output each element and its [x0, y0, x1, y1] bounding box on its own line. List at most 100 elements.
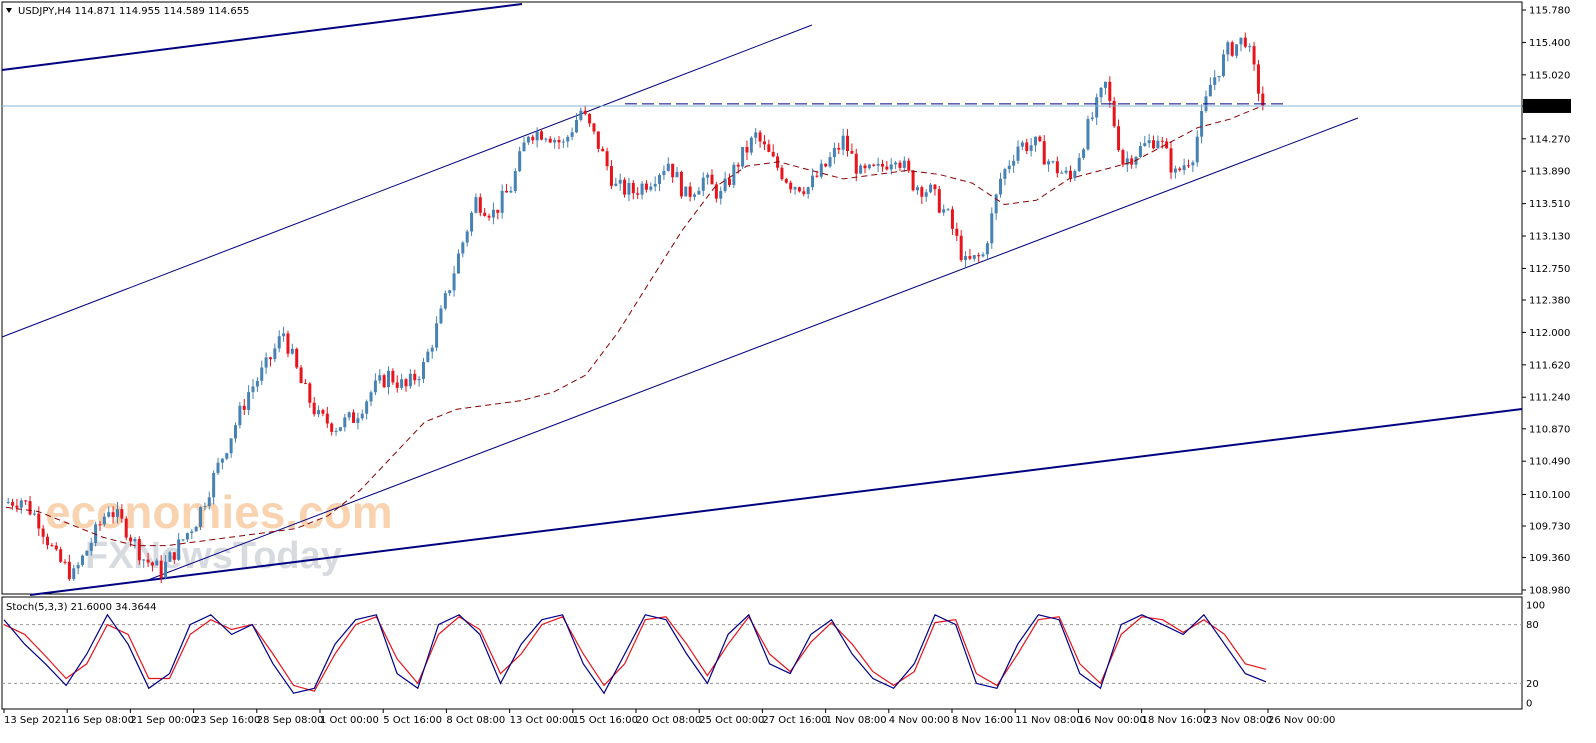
candle-body: [19, 500, 23, 508]
current-price-label: 114.655: [1528, 101, 1569, 112]
candle-body: [749, 137, 753, 153]
candle-body: [225, 453, 229, 459]
candle-body: [535, 131, 539, 141]
time-tick-label: 5 Oct 16:00: [383, 715, 442, 726]
candle-body: [365, 401, 369, 414]
candle-body: [369, 392, 373, 402]
candle-body: [54, 545, 58, 550]
chart-title: USDJPY,H4 114.871 114.955 114.589 114.65…: [18, 6, 249, 17]
candle-body: [706, 174, 710, 178]
candle-body: [679, 171, 683, 197]
candle-body: [1125, 158, 1129, 165]
candle-body: [819, 163, 823, 177]
candle-body: [295, 348, 299, 368]
candle-body: [736, 164, 740, 167]
candle-body: [614, 183, 618, 186]
candle-body: [509, 190, 513, 193]
candle-body: [59, 549, 63, 562]
candle-body: [85, 550, 89, 556]
candle-body: [1108, 81, 1112, 101]
candle-body: [924, 192, 928, 197]
candle-body: [229, 438, 233, 454]
time-tick-label: 26 Nov 00:00: [1268, 715, 1335, 726]
candle-body: [282, 333, 286, 337]
candle-body: [172, 552, 176, 560]
candle-body: [190, 531, 194, 534]
candle-body: [872, 164, 876, 166]
time-tick-label: 13 Sep 2021: [4, 715, 67, 726]
candle-body: [518, 151, 522, 172]
time-tick-label: 27 Oct 16:00: [762, 715, 827, 726]
candle-body: [448, 290, 452, 294]
candle-body: [500, 190, 504, 213]
price-tick-label: 113.130: [1529, 232, 1570, 243]
candle-body: [1086, 119, 1090, 150]
candle-body: [522, 142, 526, 152]
candle-body: [408, 373, 412, 387]
candle-body: [767, 144, 771, 152]
candle-body: [168, 552, 172, 562]
candle-body: [404, 379, 408, 387]
candle-body: [155, 560, 159, 566]
candle-body: [1217, 75, 1221, 78]
candle-body: [762, 141, 766, 145]
upper-long-trendline: [1, 3, 523, 71]
stoch-level-label: 0: [1526, 699, 1532, 710]
stochastic-label: Stoch(5,3,3) 21.6000 34.3644: [6, 602, 157, 613]
candle-body: [653, 183, 657, 187]
candle-body: [968, 256, 972, 259]
candle-body: [159, 560, 163, 578]
candle-body: [286, 333, 290, 354]
time-tick-label: 18 Nov 16:00: [1142, 715, 1209, 726]
ma-path: [5, 105, 1263, 547]
stochastic-pane: [1, 596, 1523, 710]
price-tick-label: 113.890: [1529, 167, 1570, 178]
candle-body: [1095, 97, 1099, 118]
candle-body: [898, 162, 902, 168]
candle-body: [247, 392, 251, 410]
candle-body: [1152, 140, 1156, 149]
candle-body: [675, 171, 679, 178]
candle-body: [382, 375, 386, 388]
candle-body: [1068, 170, 1072, 179]
candle-body: [1243, 37, 1247, 47]
candle-body: [684, 186, 688, 197]
candle-body: [491, 209, 495, 218]
candle-body: [693, 194, 697, 197]
candle-body: [334, 430, 338, 432]
candle-body: [496, 209, 500, 213]
candle-body: [124, 518, 128, 538]
title-arrow-icon: [6, 8, 12, 13]
candle-body: [640, 183, 644, 195]
candle-body: [811, 175, 815, 188]
price-tick-label: 111.620: [1529, 360, 1570, 371]
time-tick-label: 15 Oct 16:00: [573, 715, 638, 726]
candle-body: [994, 194, 998, 214]
candle-body: [120, 509, 124, 519]
candle-body: [487, 215, 491, 218]
candle-body: [199, 507, 203, 527]
candle-body: [959, 235, 963, 260]
candle-body: [133, 539, 137, 542]
candle-body: [631, 182, 635, 194]
candle-body: [544, 138, 548, 140]
candle-body: [426, 351, 430, 362]
time-tick-label: 1 Nov 08:00: [826, 715, 887, 726]
candle-body: [194, 526, 198, 532]
lower-long-trendline: [29, 408, 1523, 596]
candle-body: [164, 561, 168, 578]
candle-body: [347, 412, 351, 418]
candle-body: [317, 410, 321, 415]
candle-body: [1003, 169, 1007, 179]
candle-body: [11, 502, 15, 506]
time-tick-label: 20 Oct 08:00: [636, 715, 701, 726]
candle-body: [470, 212, 474, 232]
price-tick-label: 112.000: [1529, 328, 1570, 339]
candle-body: [137, 539, 141, 561]
candle-body: [273, 348, 277, 360]
candle-body: [531, 136, 535, 141]
candle-body: [758, 132, 762, 142]
candle-body: [1178, 168, 1182, 171]
